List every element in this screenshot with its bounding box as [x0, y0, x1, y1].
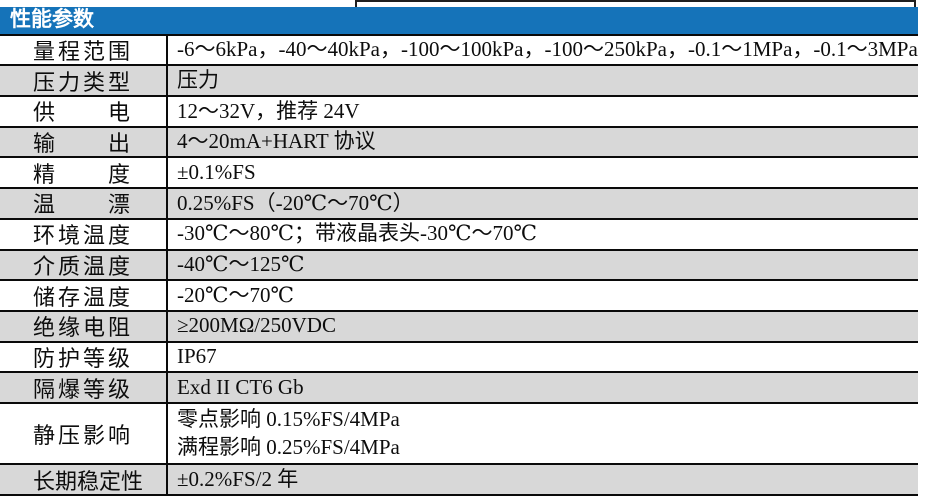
table-row-accuracy: 精度 ±0.1%FS: [0, 158, 918, 190]
table-row-range: 量程范围 -6～6kPa，-40～40kPa，-100～100kPa，-100～…: [0, 35, 918, 67]
param-name-cell: 环境温度: [0, 220, 166, 249]
param-name-cell: 介质温度: [0, 251, 166, 280]
table-row-static-pressure-effect: 静压影响 零点影响 0.15%FS/4MPa 满程影响 0.25%FS/4MPa: [0, 403, 918, 466]
param-name-cell: 隔爆等级: [0, 373, 166, 402]
param-name-cell: 温漂: [0, 189, 166, 218]
param-value-cell: 4～20mA+HART 协议: [166, 127, 918, 157]
param-name: 防护等级: [33, 345, 130, 371]
cropped-table-above-bottom-border: [355, 0, 916, 2]
param-name-cell: 精度: [0, 158, 166, 187]
param-name: 静压影响: [33, 422, 130, 448]
param-name-cell: 长期稳定性: [0, 465, 166, 494]
table-row-output: 输出 4～20mA+HART 协议: [0, 127, 918, 159]
param-value-cell: -20℃～70℃: [166, 281, 918, 310]
param-name-cell: 供电: [0, 97, 166, 126]
param-value-cell: ±0.2%FS/2 年: [166, 465, 918, 495]
param-value: -30℃～80℃；带液晶表头-30℃～70℃: [177, 221, 537, 246]
param-name: 供电: [33, 100, 130, 126]
param-name: 温漂: [33, 192, 130, 218]
param-name-cell: 储存温度: [0, 281, 166, 310]
param-value-cell: 压力: [166, 66, 918, 96]
param-value-cell: Exd II CT6 Gb: [166, 373, 918, 402]
param-name: 环境温度: [33, 223, 130, 249]
param-value: IP67: [177, 344, 217, 369]
param-name-cell: 静压影响: [0, 404, 166, 463]
param-value: 4～20mA+HART 协议: [177, 129, 376, 154]
param-name: 长期稳定性: [33, 468, 144, 494]
table-row-pressure-type: 压力类型 压力: [0, 66, 918, 98]
param-name-cell: 防护等级: [0, 343, 166, 372]
performance-parameters-table: 性能参数 量程范围 -6～6kPa，-40～40kPa，-100～100kPa，…: [0, 7, 918, 497]
table-title: 性能参数: [10, 8, 94, 31]
table-row-medium-temp: 介质温度 -40℃～125℃: [0, 250, 918, 282]
param-value: ±0.2%FS/2 年: [177, 466, 299, 491]
param-value-cell: -30℃～80℃；带液晶表头-30℃～70℃: [166, 219, 918, 249]
param-value: 0.25%FS（-20℃～70℃）: [177, 190, 414, 215]
param-name: 介质温度: [33, 253, 130, 279]
param-value-cell: ±0.1%FS: [166, 158, 918, 188]
param-value-cell: 12～32V，推荐 24V: [166, 97, 918, 126]
param-value-line: 零点影响 0.15%FS/4MPa: [177, 407, 400, 432]
table-title-bar: 性能参数: [0, 7, 918, 36]
cropped-table-above-right-border: [914, 0, 916, 8]
param-value-cell: -40℃～125℃: [166, 250, 918, 280]
table-row-explosion-proof-rating: 隔爆等级 Exd II CT6 Gb: [0, 373, 918, 404]
param-value: -6～6kPa，-40～40kPa，-100～100kPa，-100～250kP…: [177, 37, 918, 62]
param-value-cell: 0.25%FS（-20℃～70℃）: [166, 189, 918, 218]
param-value-cell: ≥200MΩ/250VDC: [166, 311, 918, 341]
param-value: -20℃～70℃: [177, 282, 294, 307]
param-value: ≥200MΩ/250VDC: [177, 313, 336, 338]
param-value-line: 满程影响 0.25%FS/4MPa: [177, 434, 400, 459]
table-row-long-term-stability: 长期稳定性 ±0.2%FS/2 年: [0, 465, 918, 497]
param-value: ±0.1%FS: [177, 160, 256, 185]
table-row-ambient-temp: 环境温度 -30℃～80℃；带液晶表头-30℃～70℃: [0, 219, 918, 251]
table-row-insulation-resistance: 绝缘电阻 ≥200MΩ/250VDC: [0, 311, 918, 343]
param-value-cell: -6～6kPa，-40～40kPa，-100～100kPa，-100～250kP…: [166, 35, 918, 65]
table-row-ingress-protection: 防护等级 IP67: [0, 342, 918, 374]
param-name: 压力类型: [33, 69, 130, 95]
param-name-cell: 压力类型: [0, 66, 166, 95]
param-value: Exd II CT6 Gb: [177, 374, 304, 399]
param-value-cell: IP67: [166, 342, 918, 372]
param-name: 绝缘电阻: [33, 315, 130, 341]
param-name: 隔爆等级: [33, 376, 130, 402]
cropped-table-above-column-divider: [355, 0, 357, 8]
param-name-cell: 绝缘电阻: [0, 312, 166, 341]
param-value: -40℃～125℃: [177, 252, 305, 277]
table-row-temp-drift: 温漂 0.25%FS（-20℃～70℃）: [0, 189, 918, 220]
table-row-storage-temp: 储存温度 -20℃～70℃: [0, 281, 918, 312]
param-name: 输出: [33, 131, 130, 157]
param-value-cell: 零点影响 0.15%FS/4MPa 满程影响 0.25%FS/4MPa: [166, 403, 918, 464]
param-name-cell: 量程范围: [0, 36, 166, 65]
param-value: 12～32V，推荐 24V: [177, 98, 360, 123]
param-value: 压力: [177, 67, 219, 92]
param-name-cell: 输出: [0, 128, 166, 157]
param-name: 精度: [33, 161, 130, 187]
param-name: 储存温度: [33, 284, 130, 310]
table-row-power-supply: 供电 12～32V，推荐 24V: [0, 97, 918, 128]
param-name: 量程范围: [33, 39, 130, 65]
